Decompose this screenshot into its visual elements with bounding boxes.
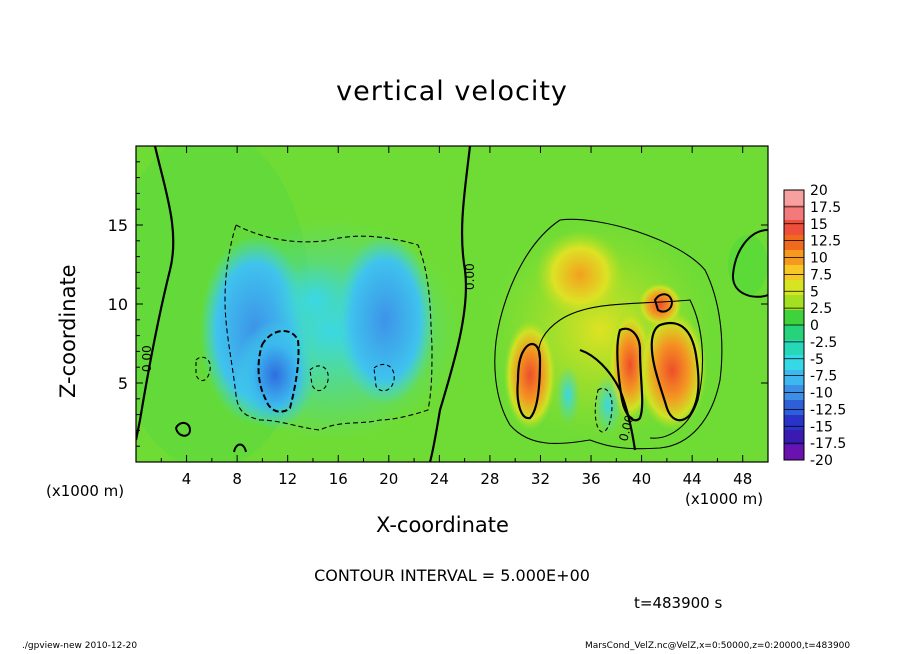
colorbar-label: -7.5	[810, 369, 837, 385]
x-tick-label: 8	[232, 470, 242, 488]
colorbar-label: 2.5	[810, 301, 832, 317]
x-axis-unit: (x1000 m)	[685, 490, 764, 508]
colorbar-swatch	[784, 265, 804, 281]
y-tick-label: 5	[118, 374, 128, 393]
colorbar-label: 5	[810, 284, 819, 300]
colorbar-swatch	[784, 205, 804, 221]
x-tick-label: 24	[430, 470, 449, 488]
colorbar-swatch	[784, 355, 804, 371]
x-tick-label: 16	[329, 470, 348, 488]
colorbar-swatch	[784, 415, 804, 431]
chart-title: vertical velocity	[336, 76, 568, 107]
colorbar-swatch	[784, 190, 804, 206]
x-tick-label: 44	[683, 470, 702, 488]
x-tick-label: 12	[278, 470, 297, 488]
velocity-field	[136, 146, 768, 462]
contour-lines	[136, 146, 768, 462]
y-axis: 5 10 15	[108, 161, 768, 447]
x-tick-label: 48	[733, 470, 752, 488]
colorbar-label: -5	[810, 352, 824, 368]
x-tick-label: 4	[182, 470, 192, 488]
colorbar-label: 15	[810, 217, 828, 233]
y-axis-unit: (x1000 m)	[46, 482, 125, 500]
colorbar: 2017.51512.5107.552.50-2.5-5-7.5-10-12.5…	[783, 183, 846, 469]
x-tick-label: 36	[581, 470, 600, 488]
colorbar-swatch	[784, 295, 804, 311]
contour-label: 0.00	[140, 345, 154, 372]
colorbar-label: 12.5	[810, 234, 841, 250]
colorbar-swatch	[784, 280, 804, 296]
contour-label: 0.00	[463, 263, 477, 290]
contour-interval-text: CONTOUR INTERVAL = 5.000E+00	[314, 566, 590, 585]
colorbar-label: -12.5	[810, 402, 846, 418]
y-tick-label: 15	[108, 216, 128, 235]
colorbar-label: -17.5	[810, 436, 846, 452]
x-tick-label: 20	[379, 470, 398, 488]
colorbar-swatch	[784, 400, 804, 416]
colorbar-label: -2.5	[810, 335, 837, 351]
x-tick-label: 32	[531, 470, 550, 488]
colorbar-swatch	[784, 445, 804, 461]
colorbar-label: 17.5	[810, 200, 841, 216]
colorbar-swatch	[784, 430, 804, 446]
y-axis-label: Z-coordinate	[56, 264, 80, 398]
colorbar-label: -15	[810, 419, 833, 435]
colorbar-swatch	[784, 220, 804, 236]
colorbar-label: 0	[810, 318, 819, 334]
colorbar-swatch	[784, 370, 804, 386]
colorbar-label: -10	[810, 386, 833, 402]
x-axis-label: X-coordinate	[376, 513, 509, 537]
colorbar-label: 20	[810, 183, 828, 199]
x-axis: 4 8 12 16 20 24 28 32 36 40 44 48	[160, 146, 752, 488]
colorbar-label: 10	[810, 251, 828, 267]
x-tick-label: 28	[480, 470, 499, 488]
footer-left: ./gpview-new 2010-12-20	[22, 641, 138, 651]
plot-area	[135, 145, 769, 463]
contour-label: 0.00	[616, 413, 636, 442]
colorbar-label: 7.5	[810, 267, 832, 283]
colorbar-swatch	[784, 340, 804, 356]
colorbar-swatch	[784, 310, 804, 326]
y-tick-label: 10	[108, 295, 128, 314]
colorbar-swatch	[784, 325, 804, 341]
colorbar-swatch	[784, 235, 804, 251]
colorbar-label: -20	[810, 453, 833, 469]
footer-right: MarsCond_VelZ.nc@VelZ,x=0:50000,z=0:2000…	[585, 641, 851, 651]
x-tick-label: 40	[632, 470, 651, 488]
time-stamp: t=483900 s	[634, 594, 723, 612]
